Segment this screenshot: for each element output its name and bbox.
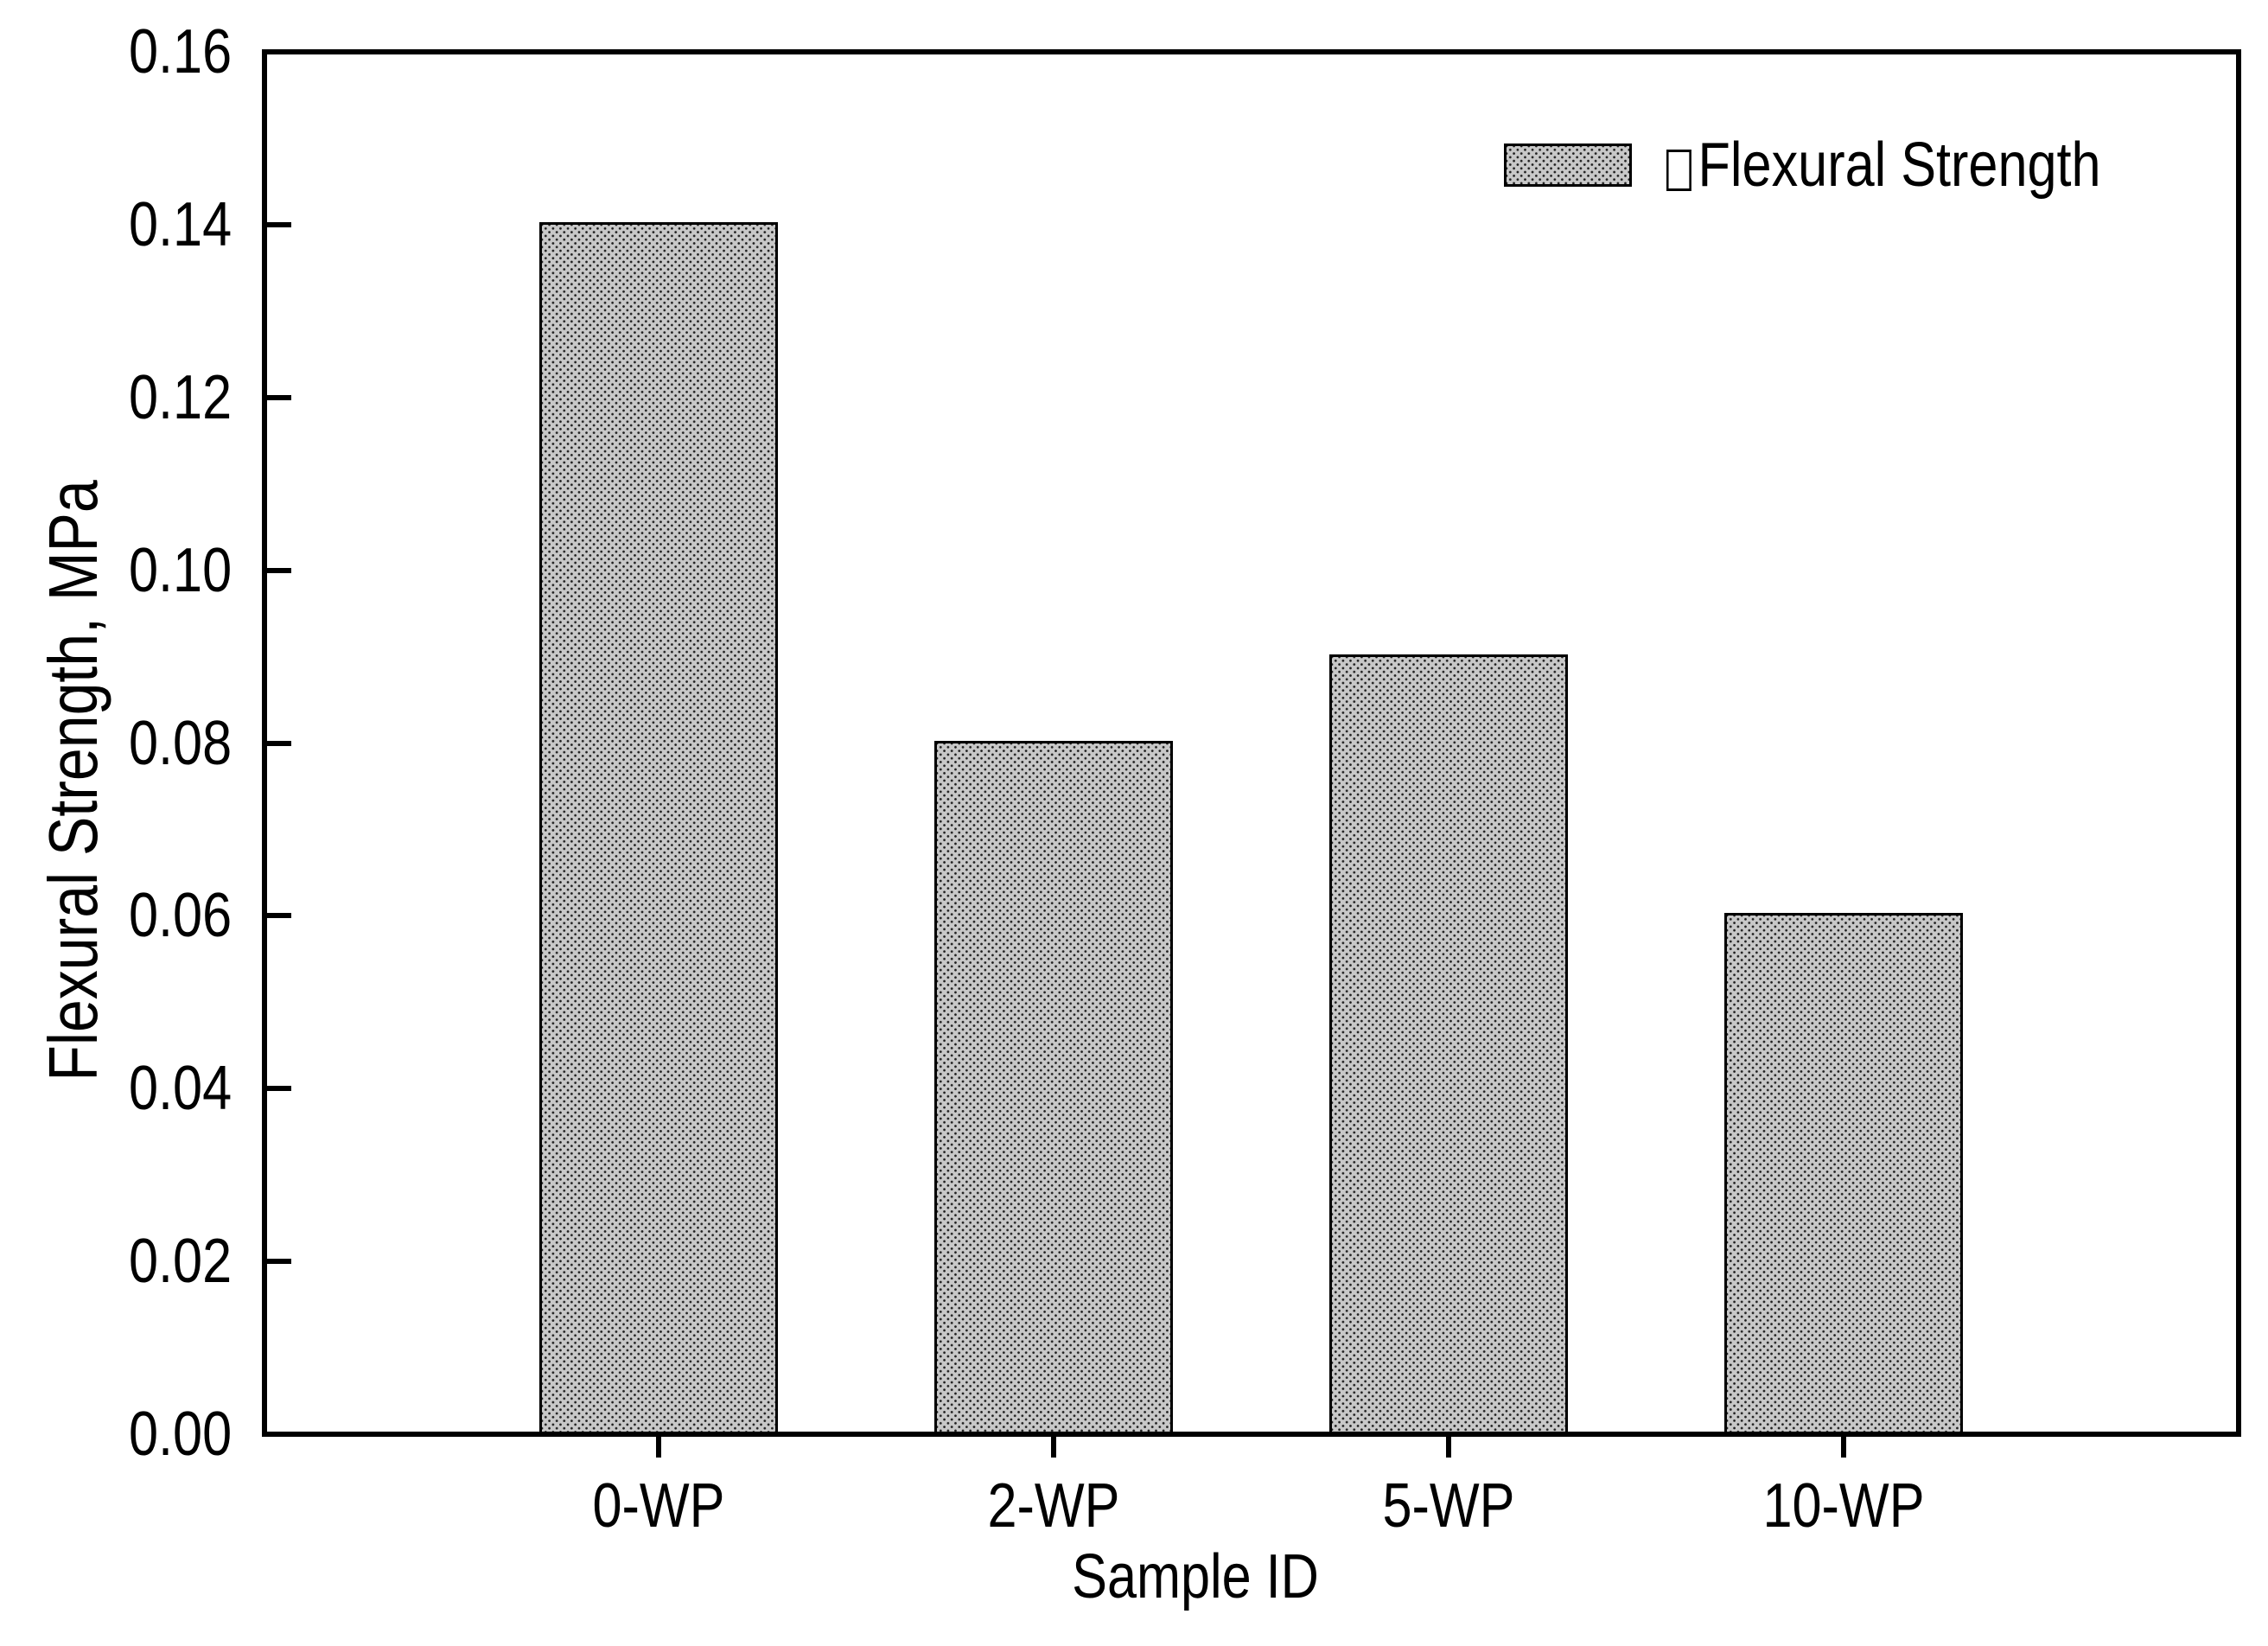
y-tick-mark — [267, 1259, 291, 1265]
x-tick-mark — [1446, 1437, 1451, 1458]
y-tick-mark — [267, 740, 291, 746]
x-tick-mark — [1051, 1437, 1056, 1458]
y-tick-label: 0.12 — [128, 362, 232, 432]
bar-0-WP — [539, 221, 778, 1434]
y-tick-mark — [267, 221, 291, 227]
y-tick-label: 0.10 — [128, 535, 232, 605]
legend-label-text: Flexural Strength — [1698, 131, 2101, 200]
y-tick-mark — [267, 1086, 291, 1092]
legend-pattern-swatch — [1504, 144, 1632, 187]
y-tick-label: 0.08 — [128, 708, 232, 778]
y-tick-label: 0.00 — [128, 1400, 232, 1469]
bar-10-WP — [1724, 913, 1963, 1434]
y-axis-title: Flexural Strength, MPa — [35, 480, 111, 1081]
x-axis-title: Sample ID — [1072, 1542, 1319, 1611]
x-tick-label-2-WP: 2-WP — [987, 1471, 1120, 1541]
legend-label: Flexural Strength — [1666, 134, 2101, 196]
x-tick-mark — [1841, 1437, 1846, 1458]
x-tick-mark — [656, 1437, 661, 1458]
x-tick-label-0-WP: 0-WP — [592, 1471, 725, 1541]
y-tick-label: 0.14 — [128, 189, 232, 259]
y-tick-label: 0.16 — [128, 17, 232, 86]
x-tick-label-5-WP: 5-WP — [1382, 1471, 1515, 1541]
y-tick-label: 0.04 — [128, 1054, 232, 1124]
y-tick-mark — [267, 567, 291, 573]
y-tick-label: 0.02 — [128, 1227, 232, 1297]
x-tick-label-10-WP: 10-WP — [1762, 1471, 1925, 1541]
legend: Flexural Strength — [1504, 134, 2177, 196]
plot-frame — [262, 49, 2241, 1437]
missing-glyph-box-icon — [1666, 150, 1691, 191]
y-tick-mark — [267, 913, 291, 919]
y-tick-label: 0.06 — [128, 881, 232, 951]
y-tick-mark — [267, 394, 291, 400]
bar-5-WP — [1329, 654, 1568, 1434]
bar-2-WP — [934, 740, 1173, 1434]
